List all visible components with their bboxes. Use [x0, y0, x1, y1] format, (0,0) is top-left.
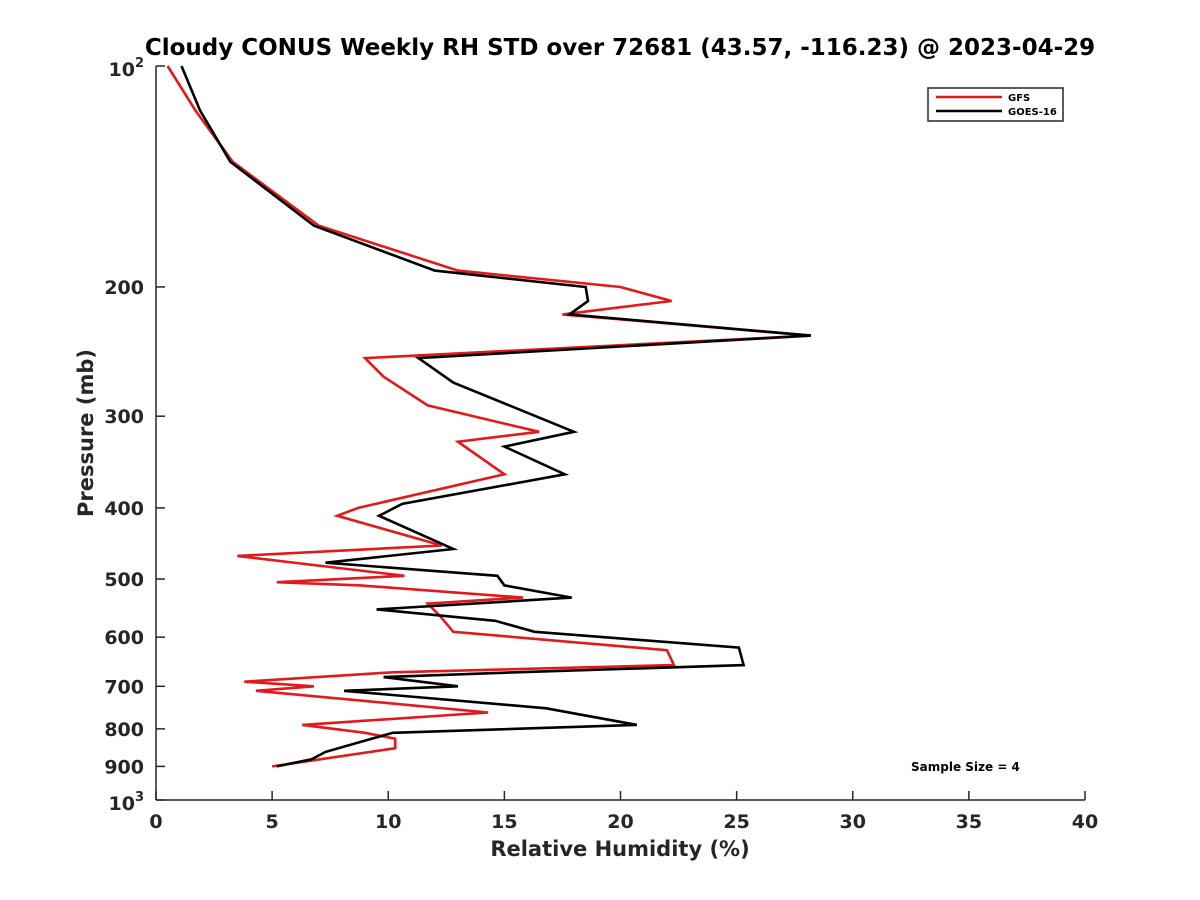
x-tick-label: 0 — [149, 811, 162, 833]
legend-box — [927, 87, 1064, 122]
y-axis-label: Pressure (mb) — [74, 349, 98, 517]
series-line-goes16 — [180, 65, 812, 768]
y-tick-label: 103 — [109, 790, 145, 815]
x-axis-label: Relative Humidity (%) — [490, 837, 749, 861]
y-tick-label: 300 — [104, 406, 144, 428]
axes — [155, 66, 1085, 801]
x-tick-label: 15 — [491, 811, 517, 833]
x-tick-label: 35 — [956, 811, 982, 833]
x-tick-label: 30 — [840, 811, 866, 833]
y-tick-label: 200 — [104, 277, 144, 299]
y-ticks: 102 200 300 400 500 600 700 800 900 103 — [104, 56, 165, 815]
x-tick-label: 5 — [266, 811, 279, 833]
x-tick-label: 20 — [607, 811, 633, 833]
series-line-gfs — [166, 65, 812, 768]
legend-label-gfs: GFS — [1008, 93, 1030, 104]
sample-size-annotation: Sample Size = 4 — [911, 760, 1020, 774]
y-tick-label: 700 — [104, 676, 144, 698]
y-tick-label: 600 — [104, 627, 144, 649]
x-tick-label: 10 — [375, 811, 401, 833]
legend: GFS GOES-16 — [927, 87, 1064, 122]
y-tick-label: 400 — [104, 498, 144, 520]
legend-label-goes16: GOES-16 — [1008, 107, 1057, 118]
y-tick-label: 500 — [104, 569, 144, 591]
x-tick-label: 25 — [723, 811, 749, 833]
y-tick-label: 800 — [104, 719, 144, 741]
chart-title: Cloudy CONUS Weekly RH STD over 72681 (4… — [145, 35, 1095, 61]
x-tick-label: 40 — [1072, 811, 1098, 833]
y-tick-label: 102 — [109, 56, 145, 81]
series-layer — [166, 65, 812, 768]
y-tick-label: 900 — [104, 756, 144, 778]
x-ticks: 0 5 10 15 20 25 30 35 40 — [149, 791, 1098, 833]
